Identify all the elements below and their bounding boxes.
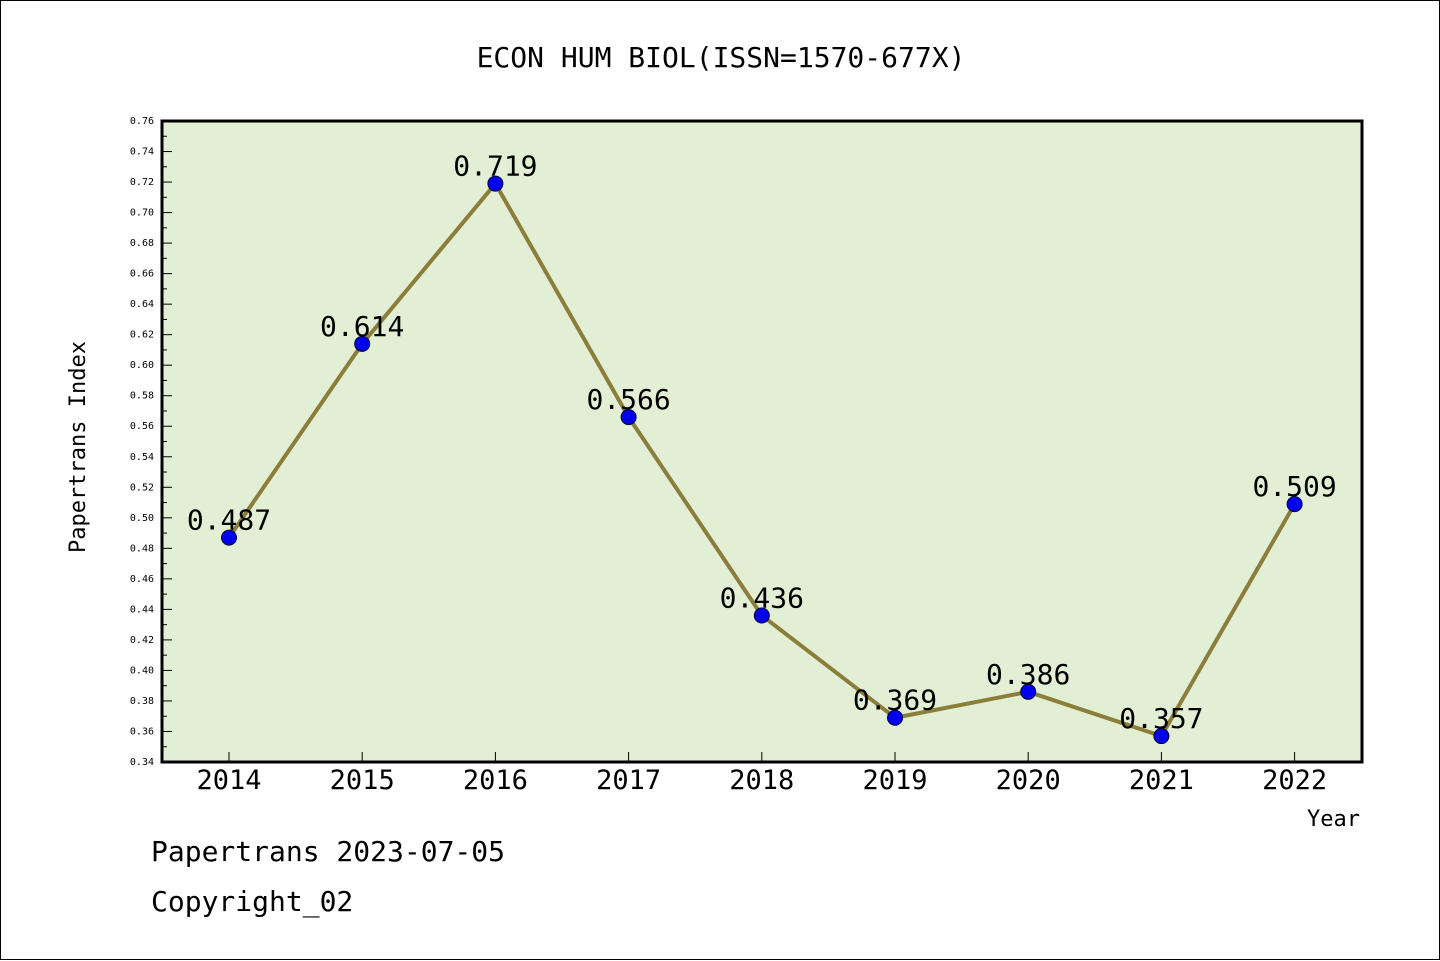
y-tick-label: 0.48 <box>130 543 154 554</box>
data-point <box>620 409 637 426</box>
x-tick-label: 2015 <box>330 765 395 796</box>
y-tick-label: 0.46 <box>130 574 154 585</box>
x-tick-label: 2019 <box>862 765 927 796</box>
y-tick-label: 0.66 <box>130 269 154 280</box>
data-point <box>487 175 504 192</box>
y-tick-label: 0.68 <box>130 238 154 249</box>
data-point <box>753 607 770 624</box>
plot-area <box>160 119 1364 764</box>
data-point <box>1020 683 1037 700</box>
y-tick-label: 0.50 <box>130 513 154 524</box>
x-tick-label: 2018 <box>729 765 794 796</box>
data-label: 0.436 <box>720 581 804 614</box>
data-label: 0.369 <box>853 684 937 717</box>
data-point <box>354 335 371 352</box>
footer-date: Papertrans 2023-07-05 <box>151 835 506 868</box>
data-label: 0.566 <box>586 383 670 416</box>
data-point <box>887 709 903 726</box>
series-layer: 0.487 0.614 0.719 0.566 0.436 0.369 0.386 0.357… <box>187 150 1337 745</box>
y-tick-label: 0.56 <box>130 421 154 432</box>
data-label: 0.719 <box>453 150 537 183</box>
x-tick-label: 2021 <box>1129 765 1194 796</box>
y-tick-label: 0.54 <box>130 452 154 463</box>
footer-copyright: Copyright_02 <box>151 885 354 918</box>
x-tick-label: 2014 <box>196 765 261 796</box>
x-tick-label: 2022 <box>1262 765 1327 796</box>
y-tick-label: 0.42 <box>130 635 154 646</box>
x-tick-label: 2016 <box>463 765 528 796</box>
y-tick-label: 0.74 <box>130 147 154 158</box>
x-tick-label: 2020 <box>996 765 1061 796</box>
data-label: 0.614 <box>320 310 404 343</box>
data-point <box>1286 496 1303 513</box>
data-point <box>1153 728 1170 745</box>
y-tick-label: 0.34 <box>130 757 154 768</box>
y-tick-label: 0.60 <box>130 360 154 371</box>
data-label: 0.386 <box>986 658 1070 691</box>
data-label: 0.357 <box>1119 702 1203 735</box>
x-axis: 2014 2015 2016 2017 2018 2019 2020 2021 2022 <box>196 752 1327 796</box>
chart-title: ECON HUM BIOL(ISSN=1570-677X) <box>477 41 966 74</box>
y-tick-label: 0.38 <box>130 696 154 707</box>
y-tick-label: 0.76 <box>130 116 154 127</box>
y-tick-label: 0.72 <box>130 177 154 188</box>
y-tick-label: 0.62 <box>130 330 154 341</box>
data-label: 0.487 <box>187 504 271 537</box>
y-tick-label: 0.70 <box>130 208 154 219</box>
x-tick-label: 2017 <box>596 765 661 796</box>
y-tick-label: 0.40 <box>130 665 154 676</box>
y-tick-label: 0.52 <box>130 482 154 493</box>
y-axis: 0.34 0.36 0.38 0.40 0.42 0.44 0.46 0.48 0.50 0.52… <box>130 116 172 768</box>
x-axis-label: Year <box>1307 807 1360 832</box>
y-axis-label: Papertrans Index <box>66 341 91 553</box>
data-label: 0.509 <box>1252 470 1336 503</box>
y-tick-label: 0.64 <box>130 299 154 310</box>
y-tick-label: 0.36 <box>130 726 154 737</box>
y-tick-label: 0.44 <box>130 604 154 615</box>
y-tick-label: 0.58 <box>130 391 154 402</box>
data-point <box>221 529 237 546</box>
